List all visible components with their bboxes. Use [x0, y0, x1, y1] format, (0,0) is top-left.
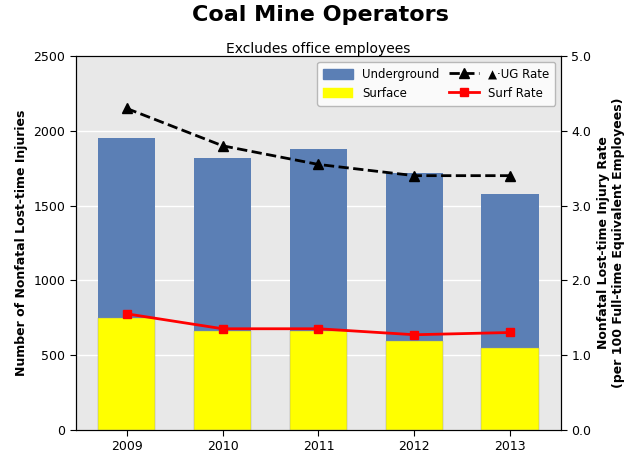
▲·UG Rate [315, 161, 323, 167]
Bar [385, 173, 443, 430]
Surf Rate [410, 332, 418, 337]
Bar [98, 318, 156, 430]
Title: Excludes office employees: Excludes office employees [227, 42, 411, 56]
Bar [194, 331, 252, 430]
Line: ▲·UG Rate: ▲·UG Rate [122, 103, 515, 181]
Bar [385, 342, 443, 430]
▲·UG Rate [506, 173, 514, 178]
Y-axis label: Nonfatal Lost-time Injury Rate
(per 100 Full-time Equivalent Employees): Nonfatal Lost-time Injury Rate (per 100 … [597, 98, 625, 388]
Bar [98, 139, 156, 430]
Y-axis label: Number of Nonfatal Lost-time Injuries: Number of Nonfatal Lost-time Injuries [15, 110, 28, 376]
Text: Coal Mine Operators: Coal Mine Operators [191, 5, 449, 25]
Surf Rate [506, 329, 514, 335]
Line: Surf Rate: Surf Rate [122, 310, 515, 339]
▲·UG Rate [219, 143, 227, 148]
Bar [481, 194, 539, 430]
Surf Rate [123, 311, 131, 317]
Bar [194, 158, 252, 430]
Legend: Underground, Surface, ▲·UG Rate, Surf Rate: Underground, Surface, ▲·UG Rate, Surf Ra… [317, 62, 555, 106]
Bar [290, 149, 348, 430]
▲·UG Rate [123, 106, 131, 111]
Bar [290, 331, 348, 430]
Bar [481, 348, 539, 430]
▲·UG Rate [410, 173, 418, 178]
Surf Rate [315, 326, 323, 331]
Surf Rate [219, 326, 227, 331]
